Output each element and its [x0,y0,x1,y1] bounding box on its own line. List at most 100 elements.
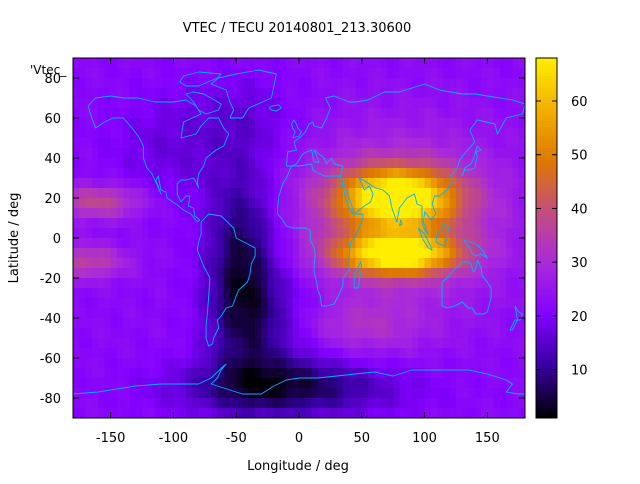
heatmap-cell [267,78,275,89]
heatmap-cell [242,178,250,189]
heatmap-cell [349,338,356,349]
heatmap-cell [512,268,520,279]
heatmap-cell [518,188,526,199]
heatmap-cell [129,188,137,199]
heatmap-cell [116,128,124,139]
heatmap-cell [468,328,476,339]
heatmap-cell [242,118,250,129]
heatmap-cell [123,238,130,249]
heatmap-cell [399,68,407,79]
colorbar-segment [536,277,557,281]
heatmap-cell [135,138,143,149]
colorbar-segment [536,361,557,365]
heatmap-cell [336,148,344,159]
heatmap-cell [430,298,438,309]
heatmap-cell [248,138,256,149]
colorbar-segment [536,232,557,236]
x-axis-label: Longitude / deg [247,459,349,474]
heatmap-cell [499,158,507,169]
heatmap-cell [242,248,250,259]
heatmap-cell [455,388,463,399]
heatmap-cell [104,178,112,189]
heatmap-cell [85,278,93,289]
colorbar-segment [536,250,557,254]
heatmap-cell [142,408,149,419]
heatmap-cell [487,168,495,179]
heatmap-cell [261,358,269,369]
heatmap-cell [342,328,350,339]
heatmap-cell [217,168,225,179]
heatmap-cell [481,238,488,249]
heatmap-cell [374,388,382,399]
heatmap-cell [412,98,419,109]
heatmap-cell [98,368,105,379]
heatmap-cell [116,158,124,169]
heatmap-cell [399,138,407,149]
heatmap-cell [386,88,394,99]
heatmap-cell [468,348,476,359]
heatmap-cell [499,368,507,379]
heatmap-cell [336,408,344,419]
heatmap-cell [380,208,388,219]
heatmap-cell [481,328,488,339]
heatmap-cell [512,238,520,249]
heatmap-cell [493,88,501,99]
heatmap-cell [255,238,262,249]
heatmap-cell [123,258,130,269]
heatmap-cell [91,398,99,409]
heatmap-cell [79,248,86,259]
heatmap-cell [110,118,118,129]
heatmap-cell [286,238,294,249]
heatmap-cell [110,158,118,169]
heatmap-cell [317,138,325,149]
heatmap-cell [229,58,237,69]
heatmap-cell [512,138,520,149]
heatmap-cell [506,188,513,199]
heatmap-cell [349,148,356,159]
heatmap-cell [110,378,118,389]
heatmap-cell [148,208,156,219]
heatmap-cell [499,238,507,249]
heatmap-cell [474,148,482,159]
y-tick-label: 0 [53,232,61,247]
colorbar-segment [536,58,557,62]
heatmap-cell [324,58,331,69]
heatmap-cell [273,408,281,419]
heatmap-cell [474,258,482,269]
heatmap-cell [110,208,118,219]
heatmap-cell [280,88,287,99]
heatmap-cell [424,338,432,349]
heatmap-cell [443,218,451,229]
heatmap-cell [324,238,331,249]
heatmap-cell [192,398,199,409]
heatmap-cell [424,378,432,389]
heatmap-cell [311,108,319,119]
heatmap-cell [129,228,137,239]
heatmap-cell [73,68,80,79]
heatmap-cell [430,58,438,69]
heatmap-cell [292,188,300,199]
heatmap-cell [311,138,319,149]
heatmap-cell [255,258,262,269]
heatmap-cell [342,178,350,189]
heatmap-cell [123,378,130,389]
heatmap-cell [311,238,319,249]
colorbar-segment [536,175,557,179]
heatmap-cell [462,328,469,339]
heatmap-cell [336,78,344,89]
heatmap-cell [424,238,432,249]
heatmap-cell [299,158,306,169]
heatmap-cell [443,98,451,109]
heatmap-cell [443,88,451,99]
heatmap-cell [299,208,306,219]
heatmap-cell [317,308,325,319]
heatmap-cell [487,388,495,399]
colorbar-segment [536,295,557,299]
heatmap-cell [186,298,193,309]
heatmap-cell [98,358,105,369]
heatmap-cell [342,358,350,369]
heatmap-cell [462,378,469,389]
heatmap-cell [518,278,526,289]
heatmap-cell [217,298,225,309]
heatmap-cell [186,118,193,129]
